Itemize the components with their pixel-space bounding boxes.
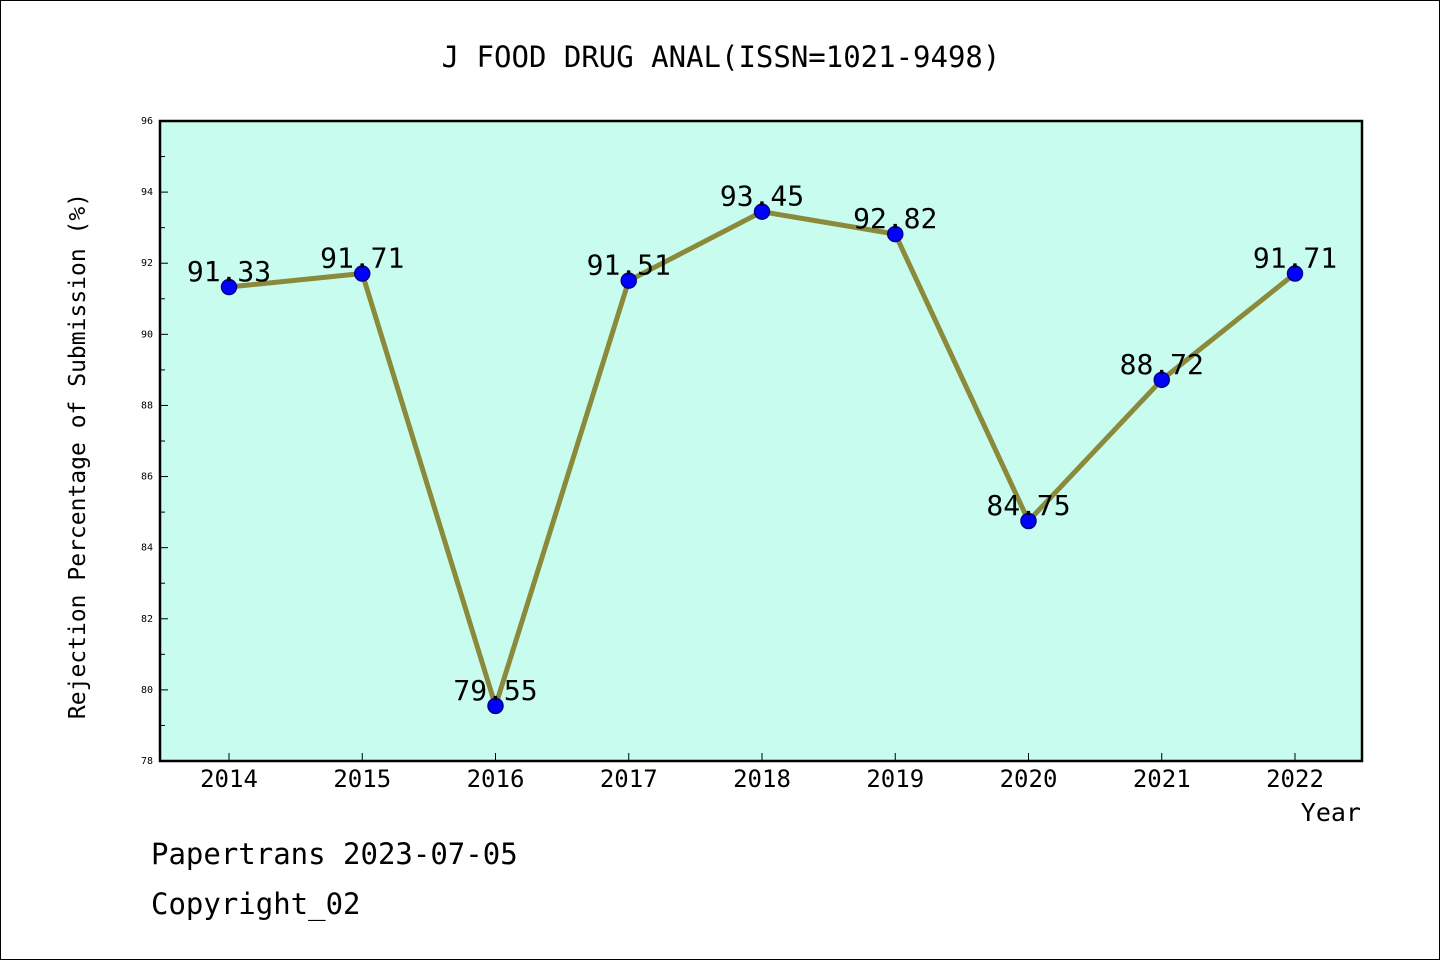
x-tick-label: 2018	[733, 765, 791, 793]
y-tick-label: 90	[141, 329, 153, 340]
data-label: 88.72	[1120, 348, 1204, 381]
x-tick-label: 2016	[467, 765, 525, 793]
data-label: 91.33	[187, 255, 271, 288]
x-axis-label: Year	[1301, 798, 1361, 827]
y-tick-label: 80	[141, 685, 153, 696]
line-chart: J FOOD DRUG ANAL(ISSN=1021-9498) 78 80 82 8…	[1, 1, 1439, 959]
x-tick-label: 2014	[200, 765, 258, 793]
x-tick-label: 2017	[600, 765, 658, 793]
data-label: 91.71	[1253, 242, 1337, 275]
x-tick-label: 2021	[1133, 765, 1191, 793]
footer-copyright-text: Copyright_02	[151, 887, 361, 921]
y-tick-label: 96	[141, 116, 153, 127]
data-label: 92.82	[853, 202, 937, 235]
y-tick-label: 84	[141, 543, 153, 554]
x-tick-label: 2019	[866, 765, 924, 793]
data-label: 93.45	[720, 180, 804, 213]
chart-figure: J FOOD DRUG ANAL(ISSN=1021-9498) 78 80 82 8…	[0, 0, 1440, 960]
x-tick-label: 2020	[1000, 765, 1058, 793]
y-axis-label: Rejection Percentage of Submission (%)	[65, 193, 91, 719]
y-tick-label: 94	[141, 187, 153, 198]
data-label: 91.51	[587, 249, 671, 282]
footer-date-text: Papertrans 2023-07-05	[151, 837, 518, 871]
chart-title: J FOOD DRUG ANAL(ISSN=1021-9498)	[442, 40, 1001, 74]
y-tick-label: 88	[141, 400, 153, 411]
data-label: 79.55	[453, 674, 537, 707]
y-tick-label: 78	[141, 756, 153, 767]
y-tick-label: 92	[141, 258, 153, 269]
data-label: 91.71	[320, 242, 404, 275]
data-label: 84.75	[986, 489, 1070, 522]
y-tick-label: 82	[141, 614, 153, 625]
x-tick-label: 2022	[1266, 765, 1324, 793]
y-tick-label: 86	[141, 472, 153, 483]
x-tick-label: 2015	[333, 765, 391, 793]
